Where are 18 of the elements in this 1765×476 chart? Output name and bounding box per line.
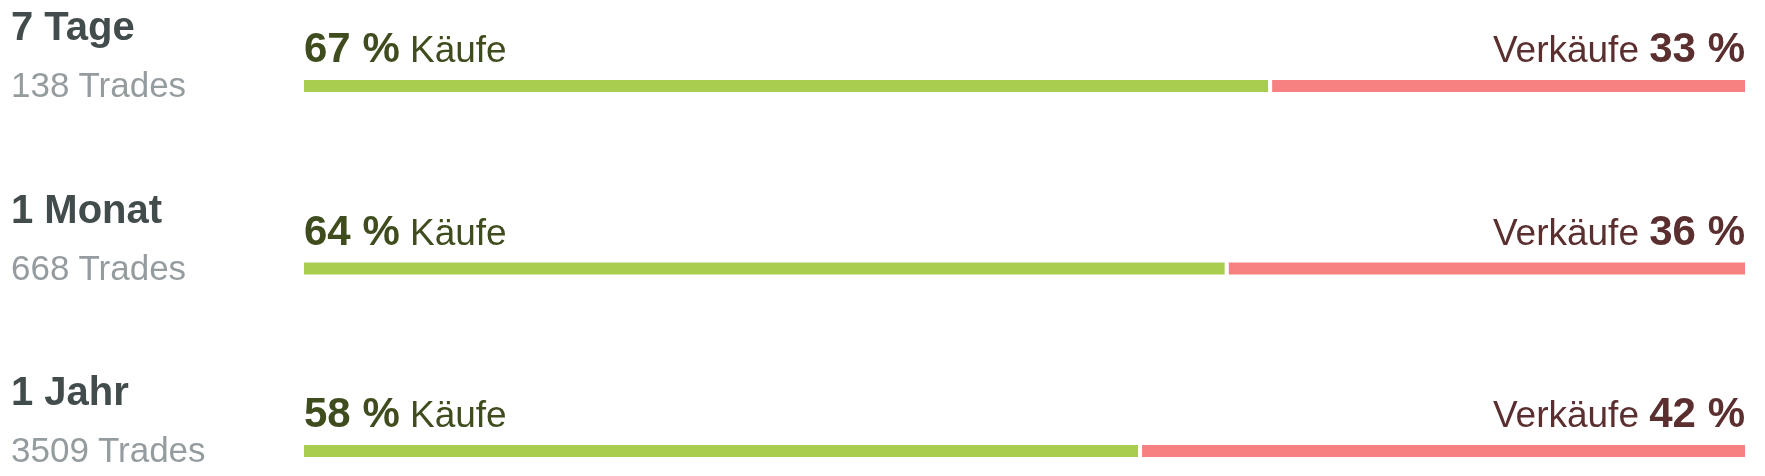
text: Käufe xyxy=(410,211,507,253)
series-label: Käufe xyxy=(410,29,507,70)
data-label: 64 % xyxy=(304,206,400,254)
data-label: 33 % xyxy=(1649,24,1745,71)
text: Verkäufe xyxy=(1492,394,1639,435)
data-label: 58 % xyxy=(304,389,400,436)
data-label: 36 % xyxy=(1649,206,1745,254)
data-label: 42 % xyxy=(1649,389,1745,436)
text: 138 Trades xyxy=(11,65,187,104)
text: 668 Trades xyxy=(11,247,187,287)
y-tick-label: 7 Tage xyxy=(11,4,135,48)
text: Käufe xyxy=(410,394,507,435)
series-label: Verkäufe xyxy=(1492,29,1639,70)
y-tick-label: 1 Monat xyxy=(11,186,163,231)
text: 3509 Trades xyxy=(11,430,206,469)
y-tick-label: 1 Jahr xyxy=(11,369,129,413)
text: Verkäufe xyxy=(1492,211,1639,253)
data-label: 67 % xyxy=(304,24,400,71)
